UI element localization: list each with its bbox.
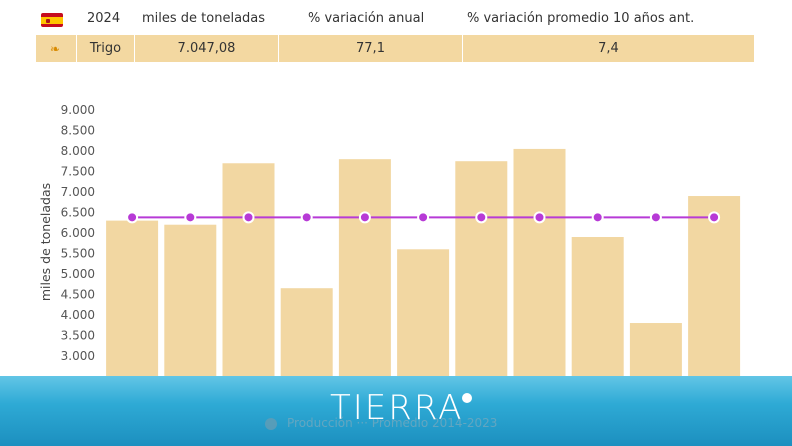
y-tick-label: 9.000 (61, 103, 95, 117)
wheat-icon: ❧ (50, 42, 61, 56)
y-tick-label: 4.000 (61, 308, 95, 322)
average-point-2016[interactable] (242, 211, 255, 224)
average-point-2020[interactable] (475, 211, 488, 224)
spain-flag-icon (41, 13, 63, 27)
y-axis-label: miles de toneladas (38, 183, 53, 301)
table-row-trigo: ❧ Trigo 7.047,08 77,1 7,4 (36, 35, 754, 62)
average-point-2015[interactable] (184, 211, 197, 224)
legend-dot-icon (265, 417, 277, 430)
footer-band (0, 376, 792, 446)
average-point-2021[interactable] (533, 211, 546, 224)
y-tick-label: 7.500 (61, 164, 95, 178)
bar-2020[interactable] (455, 161, 508, 384)
brand-logo: TIERRA (330, 388, 464, 428)
average-point-2019[interactable] (417, 211, 430, 224)
y-tick-label: 6.500 (61, 205, 95, 219)
y-tick-label: 3.000 (61, 349, 95, 363)
legend-text: Producción ··· Promedio 2014-2023 (287, 416, 498, 430)
average-point-2014[interactable] (126, 211, 139, 224)
row-quantity: 7.047,08 (134, 35, 278, 62)
row-product: Trigo (76, 35, 134, 62)
bar-2022[interactable] (571, 237, 624, 384)
brand-dot-icon (462, 393, 472, 403)
header-annual-variation: % variación anual (308, 11, 425, 26)
bar-2021[interactable] (513, 148, 566, 384)
bar-2024[interactable] (688, 196, 741, 384)
y-tick-label: 5.500 (61, 246, 95, 260)
bar-2018[interactable] (338, 159, 391, 384)
production-chart: 3.000 3.500 4.000 4.500 5.000 5.500 6.000 6.500… (38, 103, 741, 388)
average-point-2017[interactable] (300, 211, 313, 224)
y-tick-label: 5.000 (61, 267, 95, 281)
y-tick-label: 8.000 (61, 144, 95, 158)
bar-2023[interactable] (629, 323, 682, 384)
bar-2014[interactable] (106, 220, 159, 384)
table-header: 2024 miles de toneladas % variación anua… (36, 6, 754, 32)
average-point-2024[interactable] (708, 211, 721, 224)
y-tick-label: 7.000 (61, 185, 95, 199)
row-ten-year-variation: 7,4 (462, 35, 754, 62)
bar-2015[interactable] (164, 224, 217, 384)
header-year: 2024 (87, 11, 121, 26)
y-tick-label: 8.500 (61, 123, 95, 137)
y-tick-label: 4.500 (61, 287, 95, 301)
chart-legend: Producción ··· Promedio 2014-2023 (265, 416, 497, 430)
average-point-2022[interactable] (591, 211, 604, 224)
average-point-2018[interactable] (358, 211, 371, 224)
average-point-2023[interactable] (649, 211, 662, 224)
bar-2017[interactable] (280, 288, 333, 384)
header-ten-year-variation: % variación promedio 10 años ant. (467, 11, 695, 26)
y-tick-label: 3.500 (61, 328, 95, 342)
header-quantity: miles de toneladas (142, 11, 266, 26)
bar-2016[interactable] (222, 163, 275, 384)
y-tick-label: 6.000 (61, 226, 95, 240)
row-annual-variation: 77,1 (278, 35, 462, 62)
bar-2019[interactable] (397, 249, 450, 384)
